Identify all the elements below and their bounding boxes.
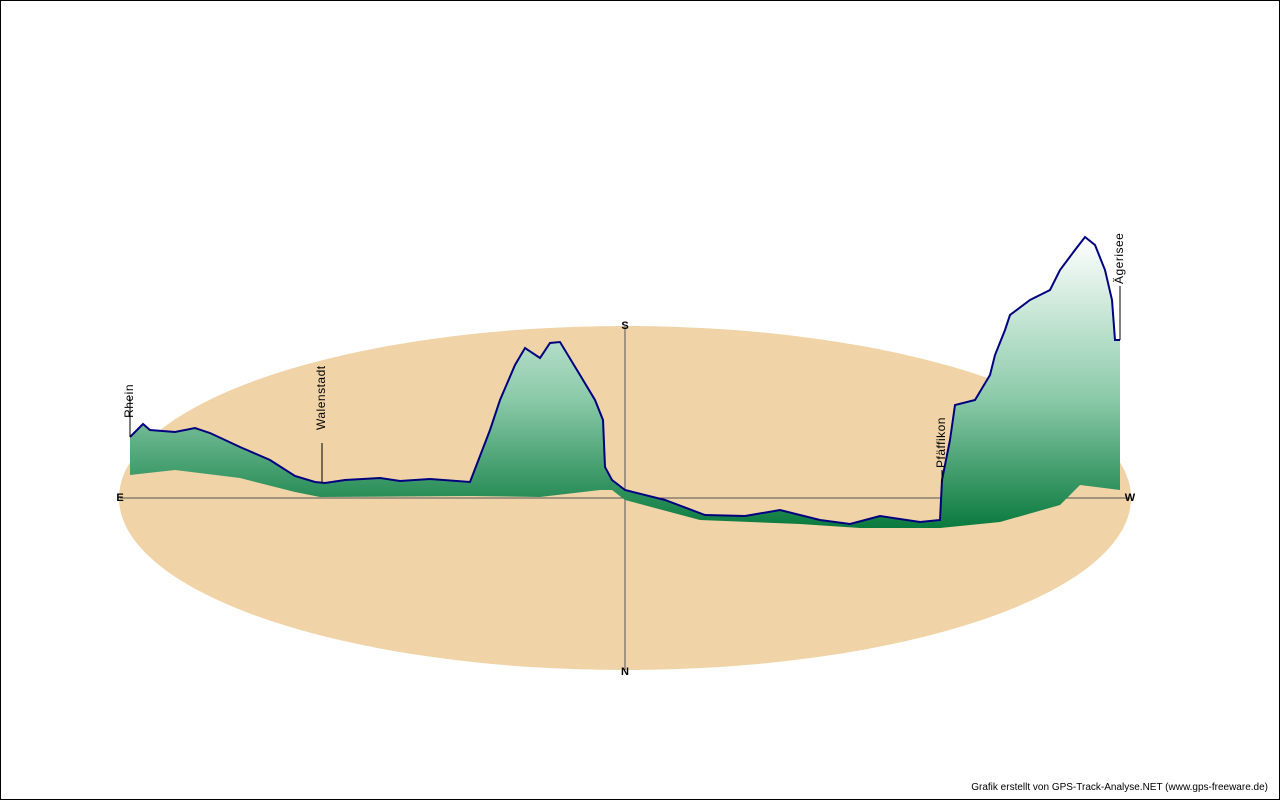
compass-west: W: [1125, 492, 1136, 504]
waypoint-label: Ägerisee: [1112, 233, 1126, 284]
compass-north: N: [621, 666, 629, 678]
compass-east: E: [116, 492, 123, 504]
elevation-line: [129, 235, 1120, 526]
compass-south: S: [621, 320, 628, 332]
credit: Grafik erstellt von GPS-Track-Analyse.NE…: [971, 782, 1268, 793]
waypoint-label: Pfäffikon: [934, 417, 948, 468]
waypoint-label: Walenstadt: [314, 365, 328, 430]
elevation-fill: [130, 237, 1120, 528]
waypoint-label: Rhein: [122, 384, 136, 418]
